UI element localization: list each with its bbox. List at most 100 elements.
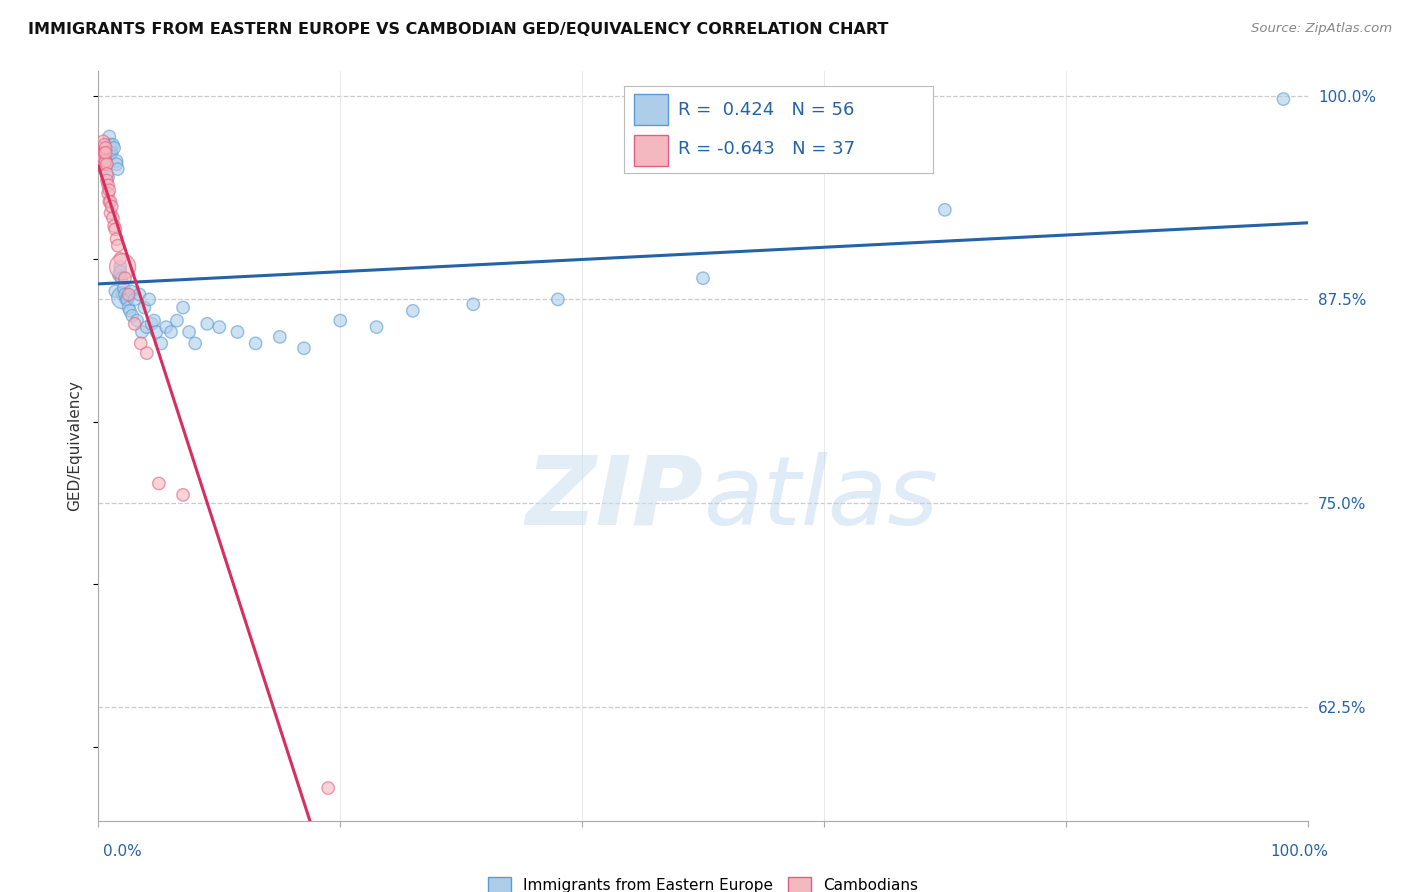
Point: [91, 135, 114, 149]
Point: [135, 346, 157, 360]
Point: [90, 153, 112, 168]
Text: Source: ZipAtlas.com: Source: ZipAtlas.com: [1251, 22, 1392, 36]
Point: [208, 320, 231, 334]
Point: [97, 186, 120, 201]
Point: [128, 287, 150, 301]
Point: [195, 317, 218, 331]
Point: [100, 137, 122, 152]
Point: [172, 488, 194, 502]
Point: [402, 303, 425, 318]
Point: [101, 137, 124, 152]
Point: [114, 287, 136, 301]
Point: [107, 162, 129, 177]
Text: ZIP: ZIP: [524, 452, 703, 545]
Point: [120, 285, 142, 299]
Point: [124, 293, 146, 307]
Point: [103, 141, 125, 155]
Point: [100, 145, 122, 160]
Point: [111, 291, 134, 305]
Point: [100, 194, 122, 209]
Point: [94, 145, 117, 160]
Point: [98, 129, 121, 144]
Point: [245, 336, 267, 351]
Point: [131, 325, 153, 339]
Point: [160, 325, 183, 339]
Point: [1272, 92, 1295, 106]
Point: [329, 313, 352, 327]
Point: [96, 173, 118, 187]
Point: [93, 145, 115, 160]
Point: [105, 153, 128, 168]
Point: [96, 167, 118, 181]
Point: [91, 151, 114, 165]
Point: [121, 309, 143, 323]
Point: [138, 293, 160, 307]
Point: [101, 211, 124, 225]
Point: [93, 157, 115, 171]
Point: [129, 336, 152, 351]
Point: [547, 293, 569, 307]
Point: [105, 157, 128, 171]
Point: [366, 320, 388, 334]
Point: [292, 341, 315, 355]
Point: [316, 780, 339, 795]
Point: [269, 330, 291, 344]
Point: [100, 206, 122, 220]
Point: [108, 268, 131, 282]
Point: [93, 137, 115, 152]
Point: [94, 141, 117, 155]
Point: [117, 293, 139, 307]
Point: [112, 281, 135, 295]
Point: [111, 287, 134, 301]
Point: [100, 200, 122, 214]
Point: [127, 313, 149, 327]
Point: [115, 293, 138, 307]
Point: [184, 336, 207, 351]
Point: [98, 183, 121, 197]
Point: [172, 301, 194, 315]
Point: [166, 313, 188, 327]
Point: [934, 202, 956, 217]
Text: IMMIGRANTS FROM EASTERN EUROPE VS CAMBODIAN GED/EQUIVALENCY CORRELATION CHART: IMMIGRANTS FROM EASTERN EUROPE VS CAMBOD…: [28, 22, 889, 37]
Point: [179, 325, 201, 339]
Point: [114, 271, 136, 285]
Point: [91, 157, 114, 171]
Point: [135, 320, 157, 334]
Point: [108, 252, 131, 266]
Point: [110, 271, 132, 285]
Point: [103, 219, 125, 233]
Point: [134, 301, 156, 315]
Point: [91, 145, 114, 160]
Point: [97, 170, 120, 185]
Point: [145, 325, 167, 339]
Point: [155, 320, 177, 334]
Point: [96, 157, 118, 171]
Text: 0.0%: 0.0%: [103, 845, 142, 859]
Point: [141, 317, 163, 331]
Point: [107, 238, 129, 252]
Point: [111, 260, 134, 274]
Point: [226, 325, 249, 339]
Point: [150, 336, 173, 351]
Point: [148, 476, 170, 491]
Point: [118, 287, 141, 301]
Point: [94, 153, 117, 168]
Point: [108, 265, 131, 279]
Y-axis label: GED/Equivalency: GED/Equivalency: [67, 381, 83, 511]
Point: [97, 178, 120, 193]
Point: [104, 285, 127, 299]
Text: atlas: atlas: [703, 452, 938, 545]
Point: [91, 141, 114, 155]
Point: [118, 303, 141, 318]
Point: [108, 260, 131, 274]
Point: [118, 301, 141, 315]
Point: [143, 313, 166, 327]
Legend: Immigrants from Eastern Europe, Cambodians: Immigrants from Eastern Europe, Cambodia…: [482, 871, 924, 892]
Text: 100.0%: 100.0%: [1271, 845, 1329, 859]
Point: [98, 194, 121, 209]
Point: [100, 145, 122, 160]
Point: [124, 317, 146, 331]
Point: [463, 297, 485, 311]
Point: [692, 271, 714, 285]
Point: [104, 222, 127, 236]
